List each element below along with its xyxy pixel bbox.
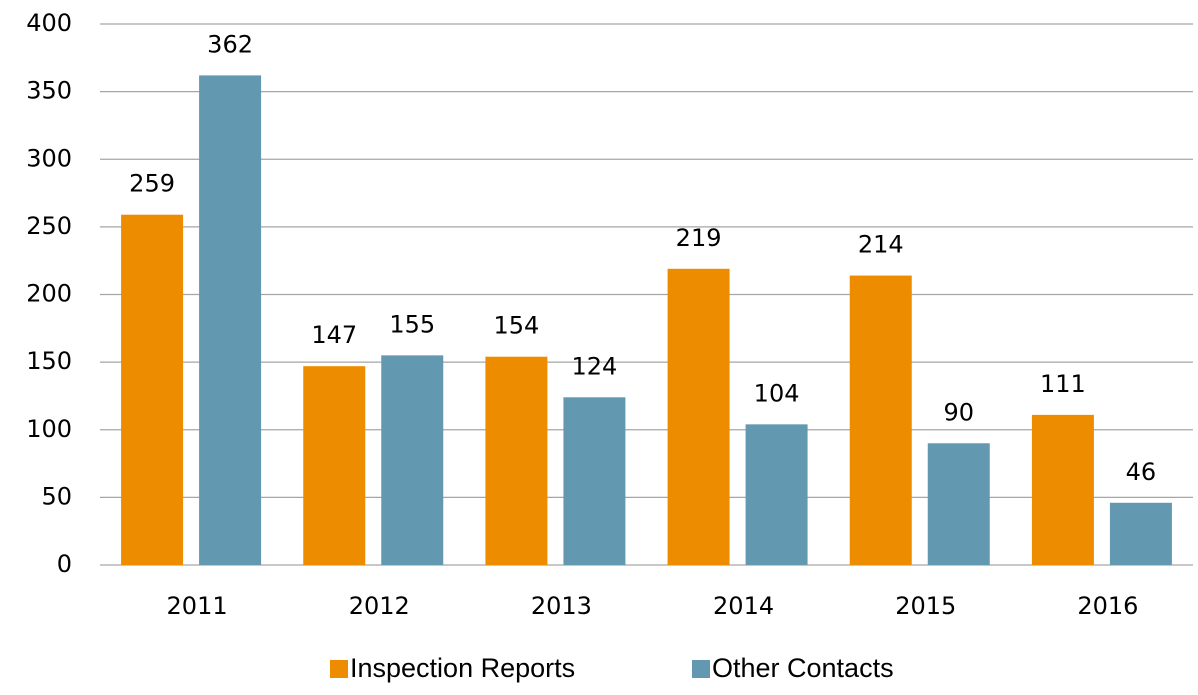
x-tick-label: 2014 <box>713 592 774 620</box>
legend-swatch <box>692 660 710 678</box>
bar <box>1109 502 1172 565</box>
y-tick-label: 250 <box>26 212 72 240</box>
x-tick-label: 2013 <box>531 592 592 620</box>
legend-text: Inspection Reports <box>350 653 575 683</box>
data-label: 111 <box>1040 370 1086 398</box>
x-tick-label: 2012 <box>349 592 410 620</box>
bar <box>303 366 366 565</box>
data-label: 147 <box>311 321 357 349</box>
legend-text: Other Contacts <box>712 653 894 683</box>
x-tick-label: 2016 <box>1077 592 1138 620</box>
data-label: 46 <box>1126 458 1157 486</box>
data-label: 104 <box>754 379 800 407</box>
y-tick-label: 50 <box>41 482 72 510</box>
bar <box>563 397 626 565</box>
data-label: 219 <box>676 224 722 252</box>
data-label: 124 <box>572 352 618 380</box>
bar <box>745 424 808 565</box>
bar <box>121 214 184 565</box>
bar <box>199 75 262 566</box>
y-tick-label: 300 <box>26 144 72 172</box>
bar <box>927 443 990 565</box>
y-tick-label: 100 <box>26 415 72 443</box>
data-label: 259 <box>129 170 175 198</box>
bar <box>849 275 912 565</box>
y-tick-label: 200 <box>26 280 72 308</box>
legend-swatch <box>330 660 348 678</box>
bar <box>381 355 444 565</box>
bar <box>1031 414 1094 565</box>
data-label: 90 <box>943 398 974 426</box>
x-tick-label: 2015 <box>895 592 956 620</box>
y-tick-label: 150 <box>26 347 72 375</box>
y-tick-label: 350 <box>26 77 72 105</box>
data-label: 214 <box>858 231 904 259</box>
x-tick-label: 2011 <box>167 592 228 620</box>
bar <box>667 268 730 565</box>
y-tick-label: 0 <box>57 550 72 578</box>
y-tick-label: 400 <box>26 9 72 37</box>
data-label: 362 <box>207 30 253 58</box>
data-label: 155 <box>389 310 435 338</box>
data-label: 154 <box>494 312 540 340</box>
bar <box>485 356 548 565</box>
